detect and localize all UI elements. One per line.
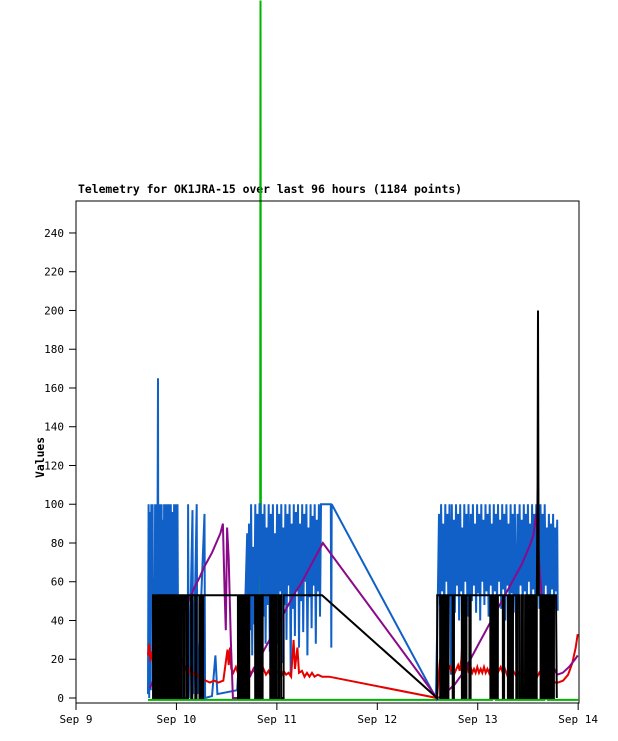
x-tick-label: Sep 14 xyxy=(558,713,598,726)
series-channel-green-line xyxy=(148,0,579,701)
x-tick-label: Sep 11 xyxy=(257,713,297,726)
y-tick-label: 40 xyxy=(51,614,64,627)
y-tick-label: 0 xyxy=(57,692,64,705)
y-tick-label: 240 xyxy=(44,227,64,240)
series-channel-black-line xyxy=(152,310,558,701)
series-channel-blue-line xyxy=(147,378,559,702)
x-tick-label: Sep 12 xyxy=(357,713,397,726)
x-tick-label: Sep 13 xyxy=(458,713,498,726)
x-tick-label: Sep 9 xyxy=(59,713,92,726)
series-channel-purple-line xyxy=(148,513,579,700)
y-tick-label: 20 xyxy=(51,653,64,666)
y-tick-label: 160 xyxy=(44,382,64,395)
y-tick-label: 120 xyxy=(44,459,64,472)
series-channel-red-line xyxy=(147,633,579,700)
y-tick-label: 180 xyxy=(44,343,64,356)
y-axis-title: Values xyxy=(33,436,47,478)
y-tick-label: 80 xyxy=(51,537,64,550)
y-tick-label: 100 xyxy=(44,498,64,511)
y-tick-label: 220 xyxy=(44,266,64,279)
y-tick-label: 200 xyxy=(44,304,64,317)
y-tick-label: 140 xyxy=(44,421,64,434)
plot-border xyxy=(75,200,580,704)
y-tick-label: 60 xyxy=(51,576,64,589)
chart-title: Telemetry for OK1JRA-15 over last 96 hou… xyxy=(78,182,463,196)
x-tick-label: Sep 10 xyxy=(157,713,197,726)
